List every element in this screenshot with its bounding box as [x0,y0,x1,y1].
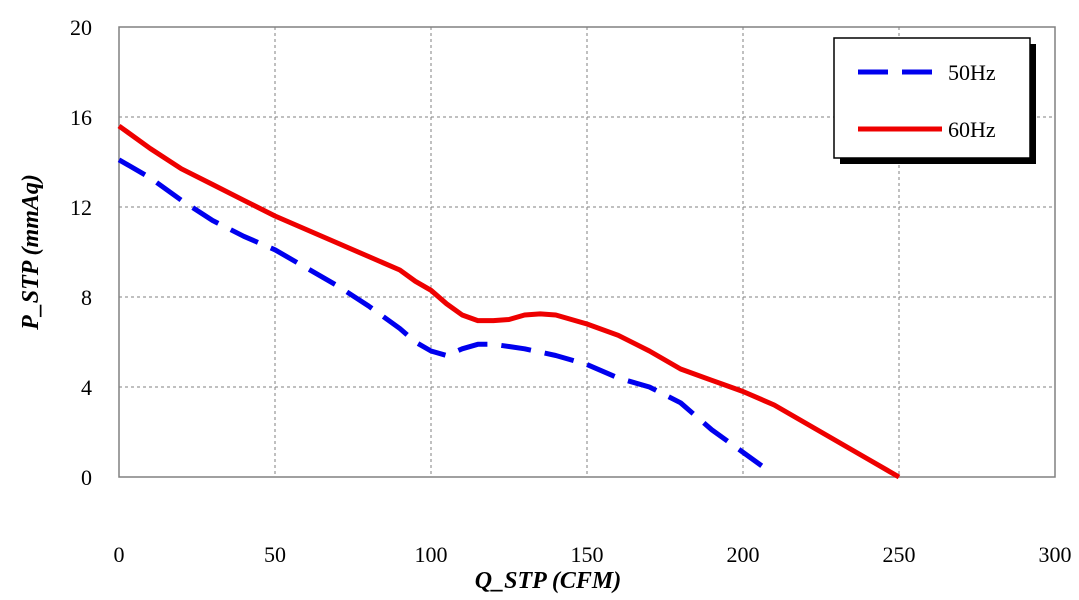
y-tick-label: 16 [70,105,92,130]
x-tick-label: 150 [571,542,604,567]
tick-labels: 0 50 100 150 200 250 300 0 4 8 12 16 20 [70,15,1072,567]
y-tick-label: 0 [81,465,92,490]
series-line-1 [117,123,901,480]
x-tick-label: 100 [415,542,448,567]
legend-box [833,37,1031,159]
y-tick-label: 8 [81,285,92,310]
legend-items: 50Hz 60Hz [858,60,996,142]
x-tick-label: 300 [1039,542,1072,567]
x-tick-label: 50 [264,542,286,567]
x-axis-title: Q_STP (CFM) [475,568,621,594]
plot-area-border [118,26,1056,478]
y-axis-title: P_STP (mmAq) [18,174,44,331]
x-tick-label: 0 [114,542,125,567]
y-tick-label: 12 [70,195,92,220]
y-tick-label: 4 [81,375,92,400]
legend: 50Hz 60Hz [833,37,1036,164]
series-line-0 [117,157,764,468]
legend-label: 50Hz [948,60,996,85]
x-tick-label: 200 [727,542,760,567]
series-lines [117,123,901,480]
legend-label: 60Hz [948,117,996,142]
y-tick-label: 20 [70,15,92,40]
x-tick-label: 250 [883,542,916,567]
